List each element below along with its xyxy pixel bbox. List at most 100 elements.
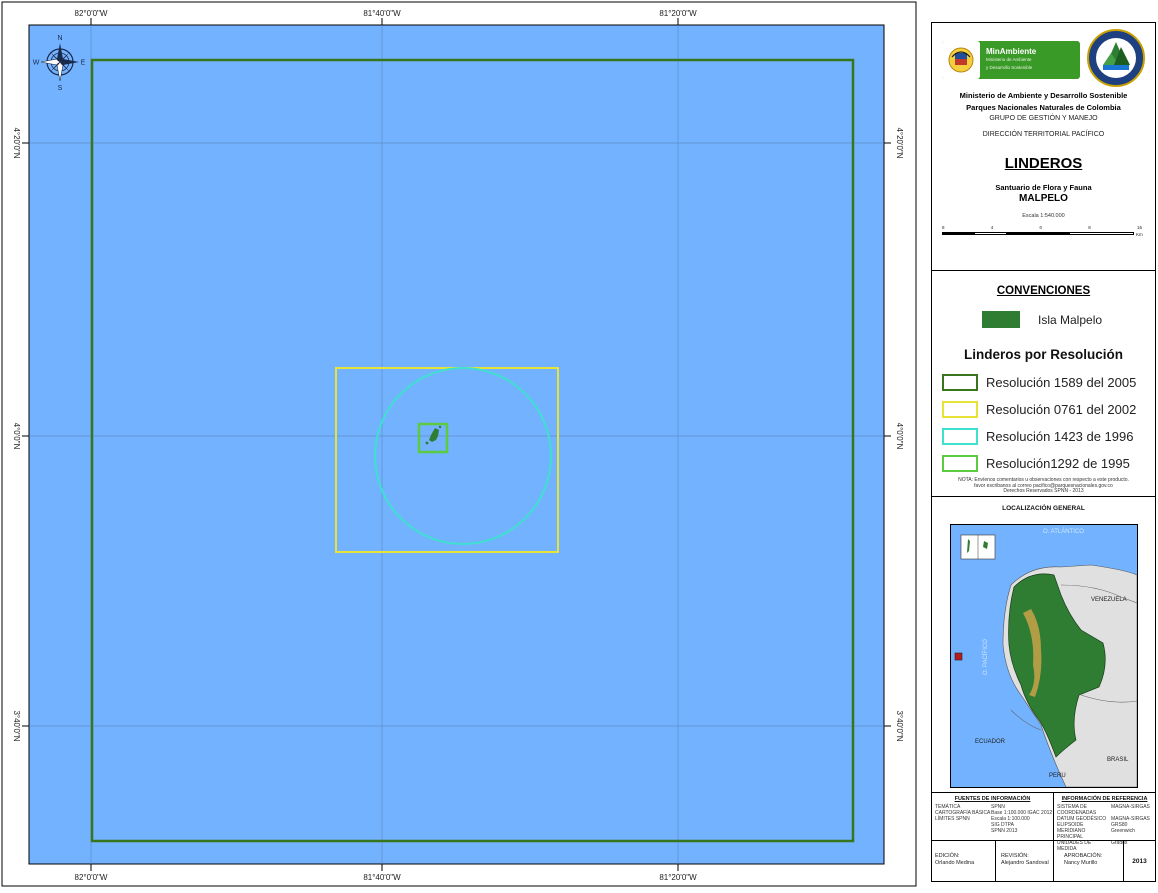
legend-swatch-2005: [942, 373, 978, 391]
direccion-label: DIRECCIÓN TERRITORIAL PACÍFICO: [982, 131, 1105, 138]
revision-block: REVISIÓN: Alejandro Sandoval: [996, 841, 1054, 881]
bottom-tick-label-3: 81°20'0"W: [659, 873, 697, 882]
compass-e-label: E: [81, 60, 86, 67]
right-tick-label-1: 4°20'0"N: [895, 127, 904, 158]
island-legend-label: Isla Malpelo: [1038, 312, 1103, 327]
revision-name: Alejandro Sandoval: [1001, 860, 1049, 866]
scale-text: Escala 1:540.000: [1022, 213, 1065, 219]
colombia-seal-icon: [942, 41, 980, 79]
fuentes-title: FUENTES DE INFORMACIÓN: [954, 796, 1031, 802]
fuentes-block: FUENTES DE INFORMACIÓN TEMÁTICA SPNN CART…: [932, 793, 1054, 841]
island-swatch: [982, 311, 1020, 328]
fuentes-table: TEMÁTICA SPNN CARTOGRAFÍA BÁSICA Base 1:10…: [935, 804, 1052, 834]
scale-bar: 8 4 0 8 16 Km: [942, 225, 1143, 237]
revision-label: REVISIÓN:: [1001, 853, 1029, 859]
location-map-svg: O. ATLÁNTICO O. PACÍFICO VENEZUELA ECUAD…: [951, 525, 1138, 788]
loc-venezuela-label: VENEZUELA: [1091, 597, 1127, 603]
info-section: FUENTES DE INFORMACIÓN TEMÁTICA SPNN CART…: [932, 793, 1155, 852]
loc-peru-label: PERU: [1049, 773, 1066, 779]
left-tick-label-1: 4°20'0"N: [12, 127, 21, 158]
boundary-res-1589-2005[interactable]: [90, 58, 855, 843]
boundary-res-1423-1996[interactable]: [374, 367, 552, 545]
left-tick-label-2: 4°0'0"N: [12, 423, 21, 450]
fuentes-k-5: [935, 828, 991, 834]
logo-sub-2: y Desarrollo Sostenible: [986, 65, 1033, 70]
logo-brand: MinAmbiente: [986, 47, 1037, 56]
location-map: O. ATLÁNTICO O. PACÍFICO VENEZUELA ECUAD…: [950, 524, 1138, 788]
ref-k-5: UNIDADES DE MEDIDA: [1057, 840, 1092, 852]
boundary-res-1292-1995[interactable]: [417, 422, 449, 454]
scale-tick-2: 4: [990, 225, 994, 230]
ref-v-3: GRS80: [1111, 822, 1128, 828]
ocean-area: [28, 24, 885, 865]
bottom-tick-label-2: 81°40'0"W: [363, 873, 401, 882]
ref-v-2: MAGNA-SIRGAS: [1111, 816, 1150, 822]
ref-k-4: MERIDIANO PRINCIPAL: [1057, 828, 1086, 840]
legend-row-1995: Resolución1292 de 1995: [942, 453, 1130, 473]
scale-tick-1: 8: [942, 225, 945, 230]
legend-swatch-2002: [942, 400, 978, 418]
legend-label-1996: Resolución 1423 de 1996: [986, 428, 1134, 444]
map-frame: 82°0'0"W 81°40'0"W 81°20'0"W 82°0'0"W 81…: [1, 1, 917, 887]
edicion-name: Orlando Medina: [935, 860, 975, 866]
scale-tick-5: 16: [1136, 225, 1142, 230]
fuentes-k-2: CARTOGRAFÍA BÁSICA: [935, 810, 991, 816]
legend-row-2005: Resolución 1589 del 2005: [942, 372, 1136, 392]
area-name: MALPELO: [1019, 193, 1068, 204]
isla-malpelo-shape[interactable]: [425, 425, 442, 445]
fuentes-k-1: TEMÁTICA: [935, 804, 961, 810]
note-line-3: Derechos Reservados SPNN - 2013: [1003, 488, 1084, 494]
referencia-title: INFORMACIÓN DE REFERENCIA: [1061, 796, 1148, 802]
legend-label-1995: Resolución1292 de 1995: [986, 455, 1130, 471]
left-tick-label-3: 3°40'0"N: [12, 710, 21, 741]
grupo-label: GRUPO DE GESTIÓN Y MANEJO: [989, 115, 1098, 122]
linderos-title: Linderos por Resolución: [963, 347, 1123, 362]
loc-ecuador-label: ECUADOR: [975, 739, 1006, 745]
conventions-section: CONVENCIONES Isla Malpelo Linderos por R…: [932, 271, 1155, 497]
legend-row-2002: Resolución 0761 del 2002: [942, 399, 1136, 419]
location-title: LOCALIZACIÓN GENERAL: [1002, 505, 1085, 512]
fuentes-v-5: SPNN 2013: [991, 828, 1018, 834]
fuentes-v-2: Base 1:100.000 IGAC 2012: [991, 810, 1053, 816]
ref-v-1: MAGNA-SIRGAS: [1111, 804, 1150, 810]
scale-unit: Km: [1136, 232, 1143, 237]
boundary-res-0761-2002[interactable]: [335, 367, 559, 553]
map-subtitle: Santuario de Flora y Fauna: [995, 183, 1092, 192]
note-block: NOTA: Envíenos comentarios u observacion…: [932, 477, 1155, 495]
parques-title: Parques Nacionales Naturales de Colombia: [966, 103, 1121, 112]
conventions-title: CONVENCIONES: [996, 285, 1091, 297]
right-tick-label-3: 3°40'0"N: [895, 710, 904, 741]
compass-w-label: W: [33, 60, 40, 67]
aprobacion-label: APROBACIÓN:: [1064, 853, 1103, 859]
tick-marks: [22, 18, 891, 871]
scale-tick-3: 0: [1039, 225, 1042, 230]
island-legend-item: Isla Malpelo: [982, 311, 1102, 328]
legend-swatch-1996: [942, 427, 978, 445]
parques-nacionales-logo: [1087, 29, 1145, 87]
minambiente-logo: MinAmbiente Ministerio de Ambiente y Des…: [942, 41, 1080, 79]
compass-rose-icon: N S E W: [33, 35, 86, 92]
legend-panel: MinAmbiente Ministerio de Ambiente y Des…: [931, 22, 1156, 882]
legend-label-2005: Resolución 1589 del 2005: [986, 374, 1137, 390]
fuentes-k-3: LÍMITES SPNN: [935, 816, 970, 822]
ref-k-2: DATUM GEODÉSICO: [1057, 816, 1107, 822]
bottom-tick-label-1: 82°0'0"W: [75, 873, 108, 882]
ref-k-1: SISTEMA DE COORDENADAS: [1057, 804, 1097, 816]
legend-row-1996: Resolución 1423 de 1996: [942, 426, 1133, 446]
referencia-block: INFORMACIÓN DE REFERENCIA SISTEMA DE COO…: [1054, 793, 1155, 852]
map-year: 2013: [1132, 857, 1147, 865]
top-tick-label-2: 81°40'0"W: [363, 9, 401, 18]
note-line-2: favor escribanos al correo pacifico@parq…: [974, 482, 1113, 489]
fuentes-v-1: SPNN: [991, 804, 1005, 810]
location-section: LOCALIZACIÓN GENERAL: [932, 497, 1155, 793]
ministry-title: Ministerio de Ambiente y Desarrollo Sost…: [959, 91, 1128, 100]
top-tick-label-3: 81°20'0"W: [659, 9, 697, 18]
legend-label-2002: Resolución 0761 del 2002: [986, 401, 1137, 417]
map-svg: 82°0'0"W 81°40'0"W 81°20'0"W 82°0'0"W 81…: [1, 1, 917, 887]
ref-v-5: Grados: [1111, 840, 1128, 846]
edicion-label: EDICIÓN:: [935, 853, 960, 859]
loc-brasil-label: BRASIL: [1107, 757, 1129, 763]
top-tick-label-1: 82°0'0"W: [75, 9, 108, 18]
right-tick-label-2: 4°0'0"N: [895, 423, 904, 450]
ref-v-4: Greenwich: [1111, 828, 1135, 834]
